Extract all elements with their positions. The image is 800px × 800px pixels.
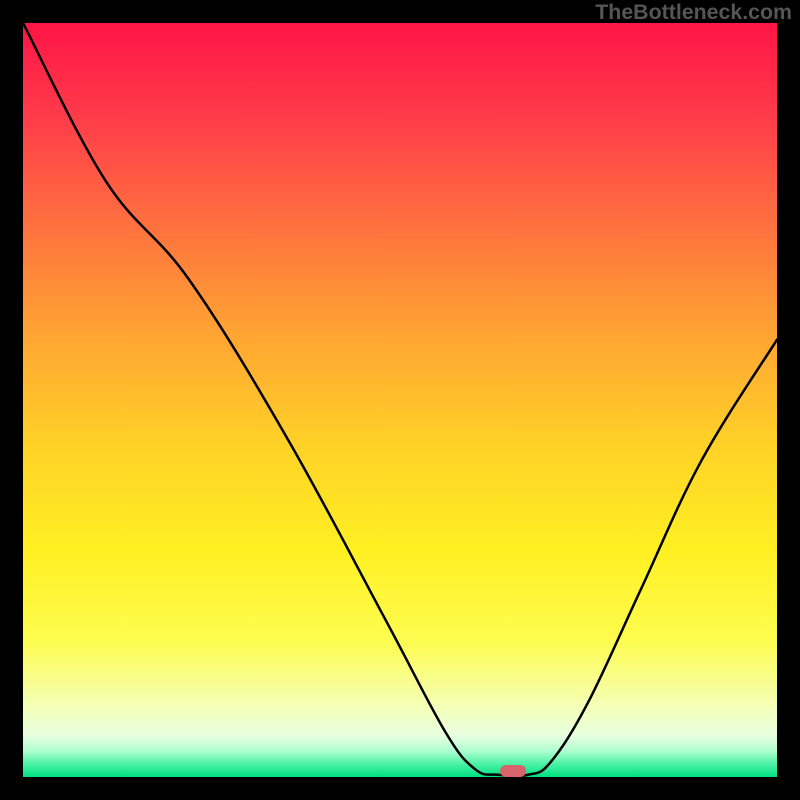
- chart-svg: [0, 0, 800, 800]
- plot-background: [23, 23, 777, 777]
- optimum-marker: [500, 765, 526, 777]
- attribution-label: TheBottleneck.com: [595, 0, 792, 25]
- bottleneck-chart: TheBottleneck.com: [0, 0, 800, 800]
